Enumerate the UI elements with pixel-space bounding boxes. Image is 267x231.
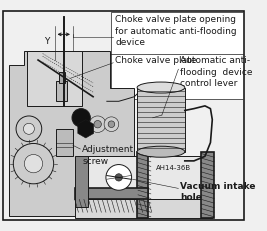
Circle shape [72,109,90,127]
Ellipse shape [137,146,185,157]
Text: Y: Y [45,37,50,46]
Bar [201,152,214,218]
Bar [75,156,88,207]
Bar [27,51,82,106]
Bar [137,152,148,218]
Ellipse shape [137,82,185,93]
Circle shape [108,121,115,128]
Bar [59,72,65,83]
Bar [111,12,242,100]
Bar [56,129,73,156]
Text: AH14-36B: AH14-36B [155,165,191,171]
Circle shape [115,174,123,181]
Circle shape [16,116,42,142]
Text: Adjustment
screw: Adjustment screw [82,145,134,166]
Circle shape [106,164,132,190]
Bar [88,156,201,199]
Circle shape [23,123,34,134]
Text: Vacuum intake
hole: Vacuum intake hole [180,182,256,202]
Bar [56,81,67,101]
Circle shape [94,121,101,128]
Circle shape [89,116,106,132]
Circle shape [13,143,54,184]
Polygon shape [9,51,134,216]
Circle shape [24,155,43,173]
Polygon shape [78,120,94,138]
Circle shape [104,117,119,131]
Bar [75,188,148,199]
Bar [137,88,185,152]
Text: Choke valve plate: Choke valve plate [115,56,197,65]
Text: Choke valve plate opening
for automatic anti-flooding
device: Choke valve plate opening for automatic … [115,15,237,47]
Text: Automatic anti-
flooding  device
control lever: Automatic anti- flooding device control … [180,56,253,88]
Bar [75,199,212,218]
